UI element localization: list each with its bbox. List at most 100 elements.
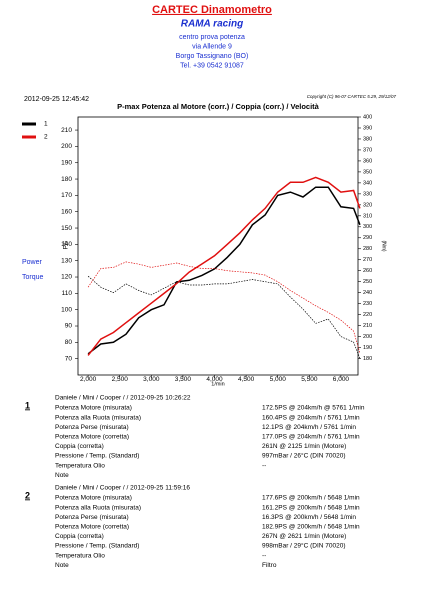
side-label: Torque (22, 274, 44, 281)
x-tick-label: 2,000 (80, 376, 97, 383)
y2-tick-label: 210 (363, 323, 372, 329)
y2-tick-label: 260 (363, 268, 372, 274)
run-number: 1 (25, 400, 30, 410)
x-tick-label: 2,500 (112, 376, 129, 383)
torque-line (87, 275, 361, 359)
torque-line (87, 261, 361, 354)
x-tick-label: 6,000 (333, 376, 350, 383)
row-label: Coppia (corretta) (55, 443, 104, 450)
row-value: -- (262, 462, 266, 469)
y2-tick-label: 340 (363, 180, 372, 186)
row-label: Note (55, 472, 69, 479)
x-tick-label: 3,000 (143, 376, 160, 383)
row-value: 160.4PS @ 204km/h / 5761 1/min (262, 414, 360, 421)
row-value: -- (262, 552, 266, 559)
run-number: 2 (25, 490, 30, 500)
y-tick-label: 110 (62, 290, 73, 297)
y2-tick-label: 200 (363, 334, 372, 340)
datetime: 2012-09-25 12:45:42 (24, 96, 89, 103)
y-tick-label: 70 (65, 355, 73, 362)
y2-tick-label: 230 (363, 301, 372, 307)
y-tick-label: 100 (61, 306, 72, 313)
y-tick-label: 140 (61, 241, 72, 248)
legend-label: 2 (44, 134, 48, 141)
row-label: Pressione / Temp. (Standard) (55, 453, 139, 460)
y2-tick-label: 250 (363, 279, 372, 285)
row-label: Potenza Motore (misurata) (55, 495, 132, 502)
y-tick-label: 160 (61, 208, 72, 215)
row-label: Pressione / Temp. (Standard) (55, 543, 139, 550)
address-line: via Allende 9 (192, 43, 232, 50)
y-tick-label: 150 (61, 225, 72, 232)
row-value: 182.9PS @ 200km/h / 5648 1/min (262, 524, 360, 531)
row-value: 12.1PS @ 204km/h / 5761 1/min (262, 424, 356, 431)
y-tick-label: 170 (61, 192, 72, 199)
y2-tick-label: 330 (363, 191, 372, 197)
y2-tick-label: 280 (363, 246, 372, 252)
plot-frame (77, 116, 359, 376)
row-label: Potenza Motore (corretta) (55, 524, 129, 531)
y2-tick-label: 190 (363, 345, 372, 351)
row-label: Potenza Perse (misurata) (55, 514, 129, 521)
y2-tick-label: 300 (363, 224, 372, 230)
row-value: 997mBar / 26°C (DIN 70020) (262, 452, 346, 460)
x-tick-label: 4,500 (238, 376, 255, 383)
row-label: Potenza alla Ruota (misurata) (55, 504, 141, 511)
y2-tick-label: 220 (363, 312, 372, 318)
y2-tick-label: 240 (363, 290, 372, 296)
y-tick-label: 120 (61, 274, 72, 281)
power-line (87, 186, 361, 355)
row-value: Filtro (262, 562, 277, 569)
x-tick-label: 4,000 (206, 376, 223, 383)
y2-axis-label: (Nm) (381, 240, 387, 251)
x-axis-label: 1/min (211, 381, 224, 387)
y-tick-label: 180 (61, 176, 72, 183)
side-label: Power (22, 259, 43, 266)
row-label: Temperatura Olio (55, 462, 105, 469)
y2-tick-label: 370 (363, 147, 372, 153)
address-line: centro prova potenza (179, 34, 245, 41)
y-tick-label: 210 (61, 127, 72, 134)
run-header: Daniele / Mini / Cooper / / 2012-09-25 1… (55, 395, 191, 402)
y2-tick-label: 270 (363, 257, 372, 263)
company: RAMA racing (181, 19, 243, 30)
row-label: Potenza Perse (misurata) (55, 424, 129, 431)
row-label: Temperatura Olio (55, 552, 105, 559)
y-tick-label: 80 (65, 339, 73, 346)
row-value: 177.6PS @ 200km/h / 5648 1/min (262, 495, 360, 502)
row-value: 998mBar / 29°C (DIN 70020) (262, 542, 346, 550)
run-header: Daniele / Mini / Cooper / / 2012-09-25 1… (55, 485, 190, 492)
y-tick-label: 90 (65, 323, 73, 330)
row-value: 267N @ 2621 1/min (Motore) (262, 533, 346, 540)
x-tick-label: 5,500 (301, 376, 318, 383)
address-line: Borgo Tassignano (BO) (176, 53, 249, 60)
y2-tick-label: 360 (363, 158, 372, 164)
y2-tick-label: 310 (363, 213, 372, 219)
row-label: Note (55, 562, 69, 569)
row-label: Potenza Motore (corretta) (55, 434, 129, 441)
row-value: 172.5PS @ 204km/h @ 5761 1/min (262, 405, 365, 412)
y2-tick-label: 350 (363, 169, 372, 175)
legend-label: 1 (44, 121, 48, 128)
y-tick-label: 130 (61, 257, 72, 264)
y2-tick-label: 390 (363, 125, 372, 131)
power-line (87, 176, 361, 356)
title: CARTEC Dinamometro (152, 4, 272, 16)
row-value: 16.3PS @ 200km/h / 5648 1/min (262, 514, 356, 521)
row-value: 177.0PS @ 204km/h / 5761 1/min (262, 434, 360, 441)
y2-tick-label: 290 (363, 235, 372, 241)
y2-tick-label: 380 (363, 136, 372, 142)
x-tick-label: 3,500 (175, 376, 192, 383)
y-tick-label: 200 (61, 143, 72, 150)
y-tick-label: 190 (61, 159, 72, 166)
row-label: Potenza alla Ruota (misurata) (55, 414, 141, 421)
copyright: Copyright (C) 96-07 CARTEC 5.29, 29/12/0… (307, 94, 397, 99)
y2-tick-label: 320 (363, 202, 372, 208)
y2-tick-label: 180 (363, 356, 372, 362)
y-axis-label: PS (63, 240, 70, 249)
address-line: Tel. +39 0542 91087 (180, 62, 244, 69)
chart-title: P-max Potenza al Motore (corr.) / Coppia… (117, 102, 320, 111)
row-value: 161.2PS @ 200km/h / 5648 1/min (262, 504, 360, 511)
y2-tick-label: 400 (363, 114, 372, 120)
